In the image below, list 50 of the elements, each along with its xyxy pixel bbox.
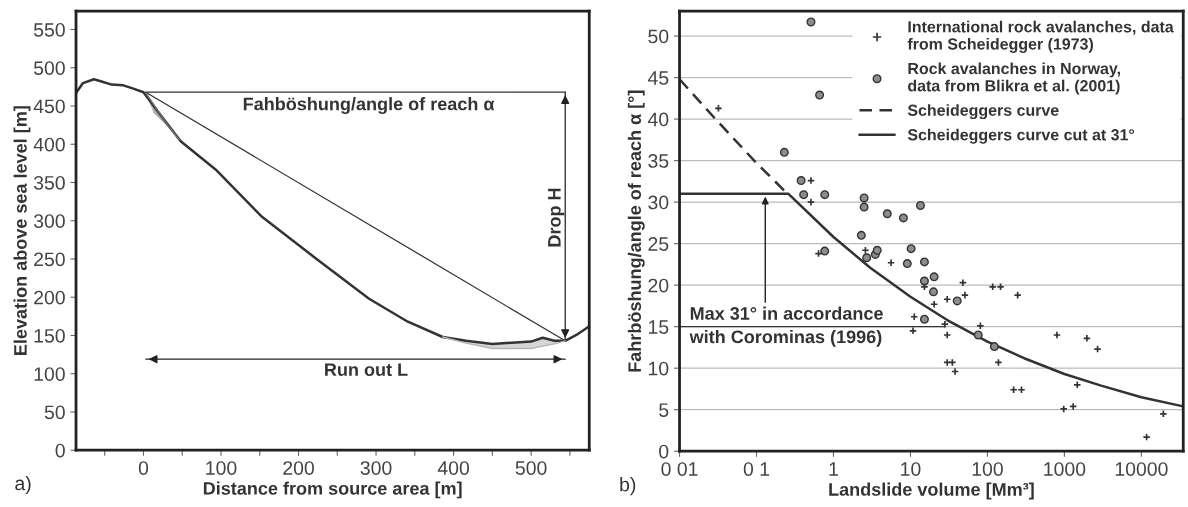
legend-label: Scheideggers curve cut at 31° bbox=[907, 128, 1135, 144]
y-tick-label: 300 bbox=[33, 214, 65, 228]
x-tick-label: 0 01 bbox=[661, 462, 698, 476]
y-tick-label: 200 bbox=[34, 290, 65, 305]
y-tick-label: 25 bbox=[648, 237, 669, 251]
y-tick-label: 30 bbox=[648, 195, 669, 210]
annotation: Max 31° in accordance with Corominas (1996) bbox=[689, 306, 883, 347]
y-tick-label: 400 bbox=[33, 137, 65, 152]
text: a) bbox=[15, 476, 31, 495]
x-tick-label: 0 bbox=[138, 461, 149, 475]
x-tick-label: 500 bbox=[515, 461, 547, 475]
x-axis-title: Distance from source area [m] bbox=[203, 481, 462, 499]
x-tick-label: 100 bbox=[206, 461, 237, 475]
legend-label: Scheideggers curve bbox=[907, 104, 1059, 120]
x-tick-label: 10000 bbox=[1115, 462, 1168, 476]
x-tick-label: 10 bbox=[901, 462, 921, 476]
y-tick-label: 40 bbox=[647, 112, 669, 127]
x-tick-label: 100 bbox=[972, 462, 1003, 476]
legend-label: Rock avalanches in Norway, data from Blikra et al. (2001) bbox=[908, 62, 1120, 95]
y-tick-label: 35 bbox=[648, 154, 669, 168]
y-tick-label: 45 bbox=[647, 71, 669, 85]
annotation: Fahböshung/angle of reach α bbox=[243, 97, 495, 115]
y-tick-label: 500 bbox=[33, 61, 65, 75]
y-tick-label: 350 bbox=[33, 175, 65, 190]
x-tick-label: 300 bbox=[360, 461, 392, 475]
y-tick-label: 0 bbox=[55, 443, 65, 458]
x-tick-label: 200 bbox=[283, 461, 314, 475]
x-tick-label: 1000 bbox=[1044, 462, 1086, 476]
y-tick-label: 550 bbox=[33, 22, 65, 37]
y-axis-title: Elevation above sea level [m] bbox=[13, 106, 31, 355]
annotation: Run out L bbox=[325, 363, 408, 377]
x-tick-label: 1 bbox=[829, 462, 838, 476]
y-tick-label: 5 bbox=[659, 403, 669, 417]
x-tick-label: 400 bbox=[437, 461, 470, 475]
y-tick-label: 250 bbox=[34, 252, 65, 267]
x-axis-title: Landslide volume [Mm³] bbox=[829, 482, 1034, 500]
y-tick-label: 0 bbox=[659, 444, 669, 459]
y-tick-label: 50 bbox=[648, 29, 669, 44]
y-tick-label: 100 bbox=[34, 367, 65, 381]
legend-label: International rock avalanches, data from Scheidegger (1973) bbox=[907, 20, 1174, 53]
text: b) bbox=[620, 477, 636, 496]
y-tick-label: 15 bbox=[648, 320, 669, 334]
y-tick-label: 20 bbox=[648, 278, 669, 293]
x-tick-label: 0 1 bbox=[743, 462, 770, 476]
y-tick-label: 450 bbox=[33, 99, 65, 114]
y-axis-title: Fahrböshung/angle of reach α [°] bbox=[627, 90, 645, 372]
y-tick-label: 50 bbox=[44, 405, 65, 420]
y-tick-label: 10 bbox=[648, 361, 669, 376]
y-tick-label: 150 bbox=[34, 328, 65, 343]
annotation: Drop H bbox=[548, 188, 565, 247]
